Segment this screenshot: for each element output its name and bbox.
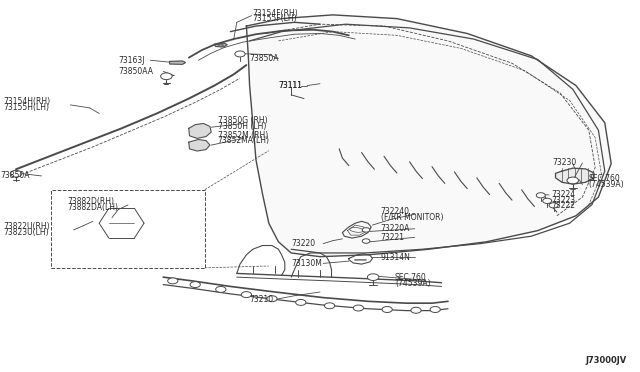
Circle shape: [241, 292, 252, 298]
Polygon shape: [556, 168, 594, 184]
Circle shape: [161, 73, 172, 80]
Circle shape: [367, 274, 379, 280]
Text: 73155F(LH): 73155F(LH): [253, 14, 298, 23]
Text: 73852MA(LH): 73852MA(LH): [218, 137, 269, 145]
Text: 73154F(RH): 73154F(RH): [253, 9, 298, 17]
Text: 73154H(RH): 73154H(RH): [3, 97, 51, 106]
Text: SEC.760: SEC.760: [589, 174, 621, 183]
Text: (74539A): (74539A): [395, 279, 431, 288]
Text: 73111: 73111: [278, 81, 302, 90]
Circle shape: [362, 239, 370, 243]
Text: 73111: 73111: [278, 81, 302, 90]
Text: 73882DA(LH): 73882DA(LH): [67, 203, 118, 212]
Text: 73221: 73221: [381, 233, 404, 242]
Polygon shape: [246, 15, 611, 257]
Circle shape: [567, 177, 579, 184]
Text: 73220A: 73220A: [381, 224, 410, 233]
Polygon shape: [170, 61, 186, 64]
Circle shape: [411, 307, 421, 313]
Circle shape: [430, 307, 440, 312]
Text: 732240: 732240: [381, 207, 410, 216]
Text: 73230: 73230: [552, 158, 577, 167]
Text: 73224: 73224: [552, 190, 576, 199]
Circle shape: [362, 228, 370, 232]
Text: 73210: 73210: [250, 295, 274, 304]
Polygon shape: [214, 43, 227, 47]
Circle shape: [235, 51, 245, 57]
Text: 73223: 73223: [552, 196, 576, 205]
Bar: [51, 190, 205, 268]
Circle shape: [218, 44, 223, 47]
Circle shape: [536, 193, 545, 198]
Circle shape: [324, 303, 335, 309]
Text: (F/RR MONITOR): (F/RR MONITOR): [381, 213, 444, 222]
Circle shape: [267, 296, 277, 302]
Text: 73155H(LH): 73155H(LH): [3, 103, 49, 112]
Text: 73823U(LH): 73823U(LH): [3, 228, 49, 237]
Polygon shape: [189, 140, 210, 151]
Text: 73163J: 73163J: [118, 56, 145, 65]
Text: 91314N: 91314N: [381, 253, 411, 262]
Circle shape: [543, 198, 552, 203]
Text: 73850A: 73850A: [250, 54, 279, 63]
Text: 73850G (RH): 73850G (RH): [218, 116, 268, 125]
Text: 73852M (RH): 73852M (RH): [218, 131, 268, 140]
Polygon shape: [189, 124, 211, 138]
Text: J73000JV: J73000JV: [586, 356, 627, 365]
Text: 73130M: 73130M: [291, 259, 322, 268]
Text: 73882D(RH): 73882D(RH): [67, 198, 114, 206]
Text: 73822U(RH): 73822U(RH): [3, 222, 50, 231]
Circle shape: [549, 203, 558, 208]
Circle shape: [216, 286, 226, 292]
Text: SEC.760: SEC.760: [395, 273, 427, 282]
Circle shape: [382, 307, 392, 312]
Circle shape: [190, 282, 200, 288]
Text: 73850A: 73850A: [0, 171, 29, 180]
Circle shape: [168, 278, 178, 284]
Text: 73220: 73220: [291, 239, 316, 248]
Text: 73850AA: 73850AA: [118, 67, 154, 76]
Text: 73222: 73222: [552, 201, 576, 210]
Circle shape: [296, 299, 306, 305]
Text: 73850H (LH): 73850H (LH): [218, 122, 266, 131]
Text: (74539A): (74539A): [589, 180, 625, 189]
Circle shape: [353, 305, 364, 311]
Circle shape: [10, 170, 22, 177]
